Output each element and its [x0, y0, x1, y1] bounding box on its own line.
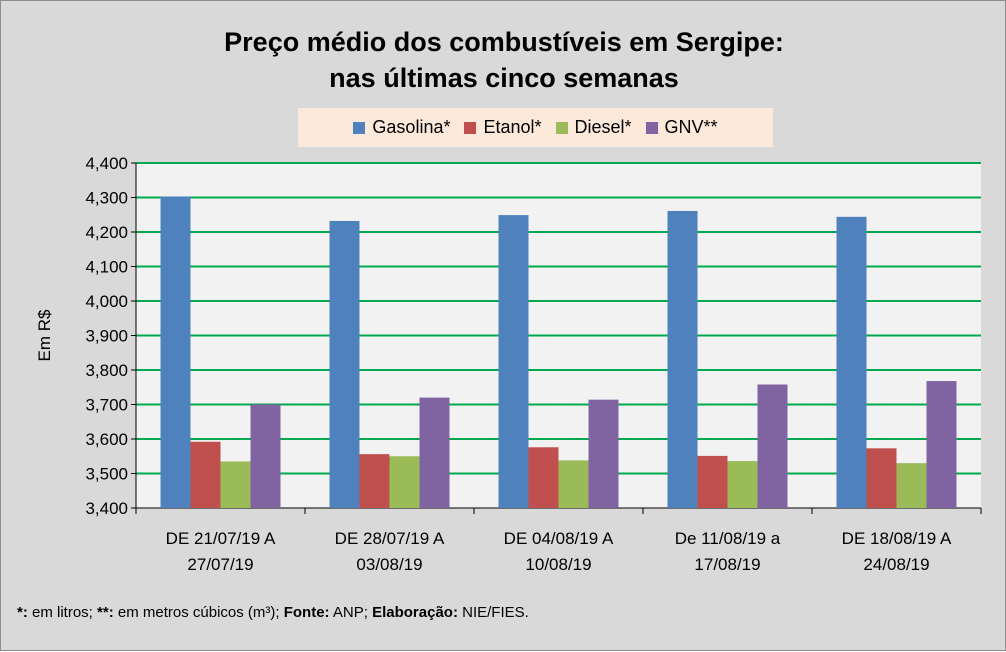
y-tick-label: 3,800 — [85, 361, 128, 380]
y-tick-label: 3,900 — [85, 327, 128, 346]
footnote: *: em litros; **: em metros cúbicos (m³)… — [17, 604, 529, 621]
y-tick-label: 3,500 — [85, 465, 128, 484]
footnote-source-label: Fonte: — [283, 604, 330, 621]
x-tick-label: DE 21/07/19 A — [166, 529, 276, 548]
bar-gasolina — [160, 196, 191, 508]
bar-etanol — [697, 455, 728, 508]
bar-diesel — [896, 463, 927, 508]
y-tick-label: 4,200 — [85, 223, 128, 242]
bar-diesel — [389, 456, 420, 508]
y-tick-label: 4,100 — [85, 258, 128, 277]
bar-gnv — [250, 404, 281, 508]
x-tick-label: 10/08/19 — [525, 555, 591, 574]
bar-gnv — [419, 397, 450, 508]
footnote-text-liters: em litros; — [27, 604, 98, 621]
x-tick-label: DE 28/07/19 A — [335, 529, 445, 548]
y-tick-label: 4,400 — [85, 154, 128, 173]
footnote-text-m3: em metros cúbicos (m³); — [113, 604, 284, 621]
y-tick-label: 3,600 — [85, 430, 128, 449]
bar-diesel — [558, 460, 589, 508]
bar-etanol — [359, 454, 390, 508]
y-axis-label: Em R$ — [35, 309, 54, 362]
bar-gasolina — [836, 216, 867, 508]
x-tick-label: 24/08/19 — [863, 555, 929, 574]
bar-diesel — [727, 461, 758, 508]
footnote-elaboration-value: NIE/FIES. — [457, 604, 529, 621]
x-tick-label: 27/07/19 — [187, 555, 253, 574]
legend-item-gasolina: Gasolina* — [353, 117, 450, 138]
bar-etanol — [528, 447, 559, 508]
chart-title-line-2: nas últimas cinco semanas — [329, 63, 679, 93]
legend-swatch-etanol — [464, 121, 477, 134]
chart-legend: Gasolina* Etanol* Diesel* GNV** — [298, 108, 773, 147]
chart-title-line-1: Preço médio dos combustíveis em Sergipe: — [224, 27, 784, 57]
y-tick-label: 4,300 — [85, 189, 128, 208]
legend-label-etanol: Etanol* — [483, 117, 542, 137]
footnote-elaboration-label: Elaboração: — [372, 604, 458, 621]
bar-diesel — [220, 461, 251, 508]
legend-label-gasolina: Gasolina* — [372, 117, 451, 137]
bar-gnv — [926, 381, 957, 508]
bar-gasolina — [329, 220, 360, 508]
x-tick-label: DE 04/08/19 A — [504, 529, 614, 548]
bar-etanol — [866, 448, 897, 508]
legend-swatch-gnv — [645, 121, 658, 134]
y-tick-label: 3,400 — [85, 499, 128, 518]
footnote-mark-liters: *: — [17, 604, 28, 621]
y-tick-label: 3,700 — [85, 396, 128, 415]
legend-item-etanol: Etanol* — [464, 117, 542, 138]
x-tick-label: 17/08/19 — [694, 555, 760, 574]
x-tick-label: De 11/08/19 a — [675, 529, 781, 548]
legend-swatch-gasolina — [353, 121, 366, 134]
legend-item-diesel: Diesel* — [555, 117, 632, 138]
legend-item-gnv: GNV** — [645, 117, 718, 138]
footnote-source-value: ANP; — [329, 604, 373, 621]
bar-gasolina — [667, 210, 698, 508]
bar-gasolina — [498, 215, 529, 508]
x-tick-label: 03/08/19 — [356, 555, 422, 574]
legend-label-diesel: Diesel* — [574, 117, 632, 137]
bar-gnv — [588, 399, 619, 508]
bar-etanol — [190, 441, 221, 508]
legend-label-gnv: GNV** — [664, 117, 718, 137]
footnote-mark-m3: **: — [97, 604, 114, 621]
x-tick-label: DE 18/08/19 A — [842, 529, 952, 548]
y-tick-label: 4,000 — [85, 292, 128, 311]
bar-gnv — [757, 384, 788, 508]
legend-swatch-diesel — [555, 121, 568, 134]
